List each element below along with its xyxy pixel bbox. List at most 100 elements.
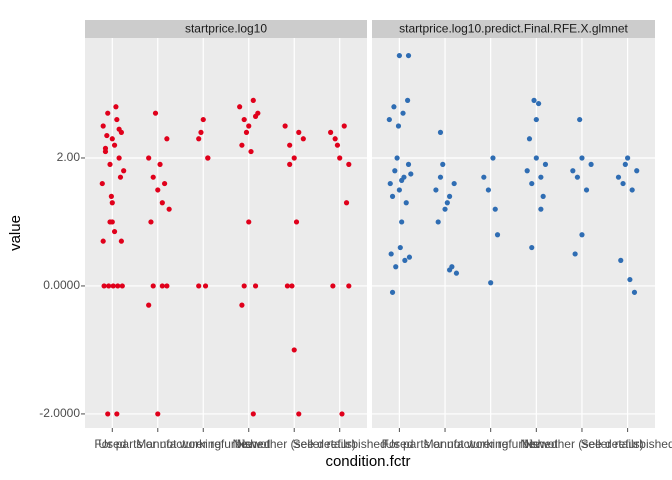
point [538,174,544,180]
point [109,136,115,142]
y-tick-label: 0.0000 [43,278,80,292]
point [588,161,594,167]
point [150,174,156,180]
point [629,187,635,193]
point [164,136,170,142]
point [102,145,109,151]
point [116,155,122,161]
point [572,251,578,257]
point [296,411,302,417]
point [622,161,628,167]
point [386,116,392,123]
point [284,283,291,289]
point [116,126,122,132]
point [246,219,252,225]
point [146,155,152,161]
point [198,129,204,135]
x-tick-label: Used [385,437,413,451]
point [100,123,106,129]
point [485,187,491,193]
point [296,129,302,135]
point [252,283,259,289]
point [433,187,439,193]
y-tick-label: -2.0000 [39,406,80,420]
point [492,206,498,212]
point [161,180,168,187]
point [402,257,408,263]
point [241,116,247,123]
point [117,174,124,180]
point [388,251,394,257]
point [115,283,121,289]
point [494,232,501,238]
point [579,232,585,238]
point [444,200,450,206]
point [397,244,403,251]
point [282,123,288,129]
strip-title: startprice.log10.predict.Final.RFE.X.glm… [399,22,628,36]
panel [372,38,655,428]
x-tick-label: Seller refurbished [293,437,387,451]
point [577,116,583,123]
point [387,180,393,187]
point [287,142,293,148]
point [150,283,156,289]
strip [85,20,367,38]
point [107,161,113,167]
point [106,283,112,289]
x-tick-label: New [524,437,548,451]
point [118,238,124,244]
point [105,411,111,417]
point [243,129,250,135]
point [408,171,414,177]
point [113,104,119,110]
point [625,155,631,161]
point [406,254,413,260]
point [435,219,441,225]
point [252,113,259,119]
point [237,104,243,110]
point [196,136,202,142]
point [524,168,530,174]
point [453,270,460,276]
point [579,155,585,161]
point [405,52,412,59]
point [341,123,347,129]
x-axis-title: condition.fctr [325,453,410,470]
point [239,302,245,308]
point [618,257,624,263]
point [291,155,297,161]
point [394,155,400,161]
point [570,168,576,174]
point [101,283,107,289]
point [337,155,343,161]
point [405,161,412,167]
point [334,142,341,148]
point [627,276,633,283]
x-tick-label: New other (see details) [520,437,643,451]
point [105,110,111,116]
point [166,206,172,212]
point [538,206,544,212]
point [542,161,549,167]
point [196,283,202,289]
point [159,283,165,289]
y-tick-label: 2.00 [57,150,81,164]
point [574,174,581,180]
point [287,161,293,167]
point [202,283,209,289]
point [396,187,402,193]
x-tick-label: Manufacturer refurbished [424,437,558,451]
point [152,110,159,116]
point [241,283,247,289]
point [121,168,127,174]
point [634,168,640,174]
point [114,116,120,123]
x-tick-label: New other (see details) [233,437,356,451]
point [615,174,622,180]
point [399,219,405,225]
point [451,180,457,187]
y-axis-title: value [7,215,24,251]
point [291,347,297,353]
